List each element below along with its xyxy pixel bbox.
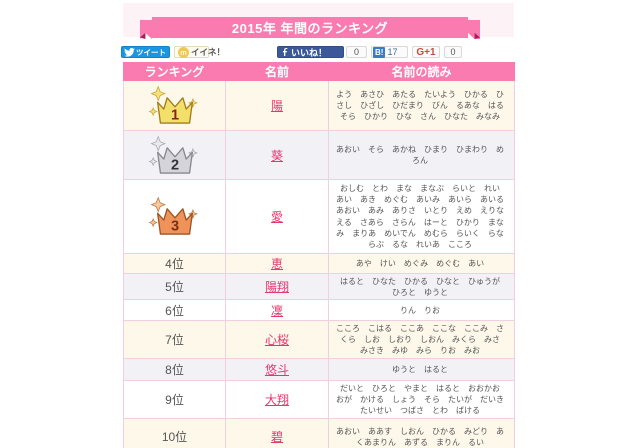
svg-text:1: 1: [170, 108, 178, 124]
svg-text:2: 2: [170, 157, 178, 173]
svg-text:3: 3: [170, 219, 178, 235]
